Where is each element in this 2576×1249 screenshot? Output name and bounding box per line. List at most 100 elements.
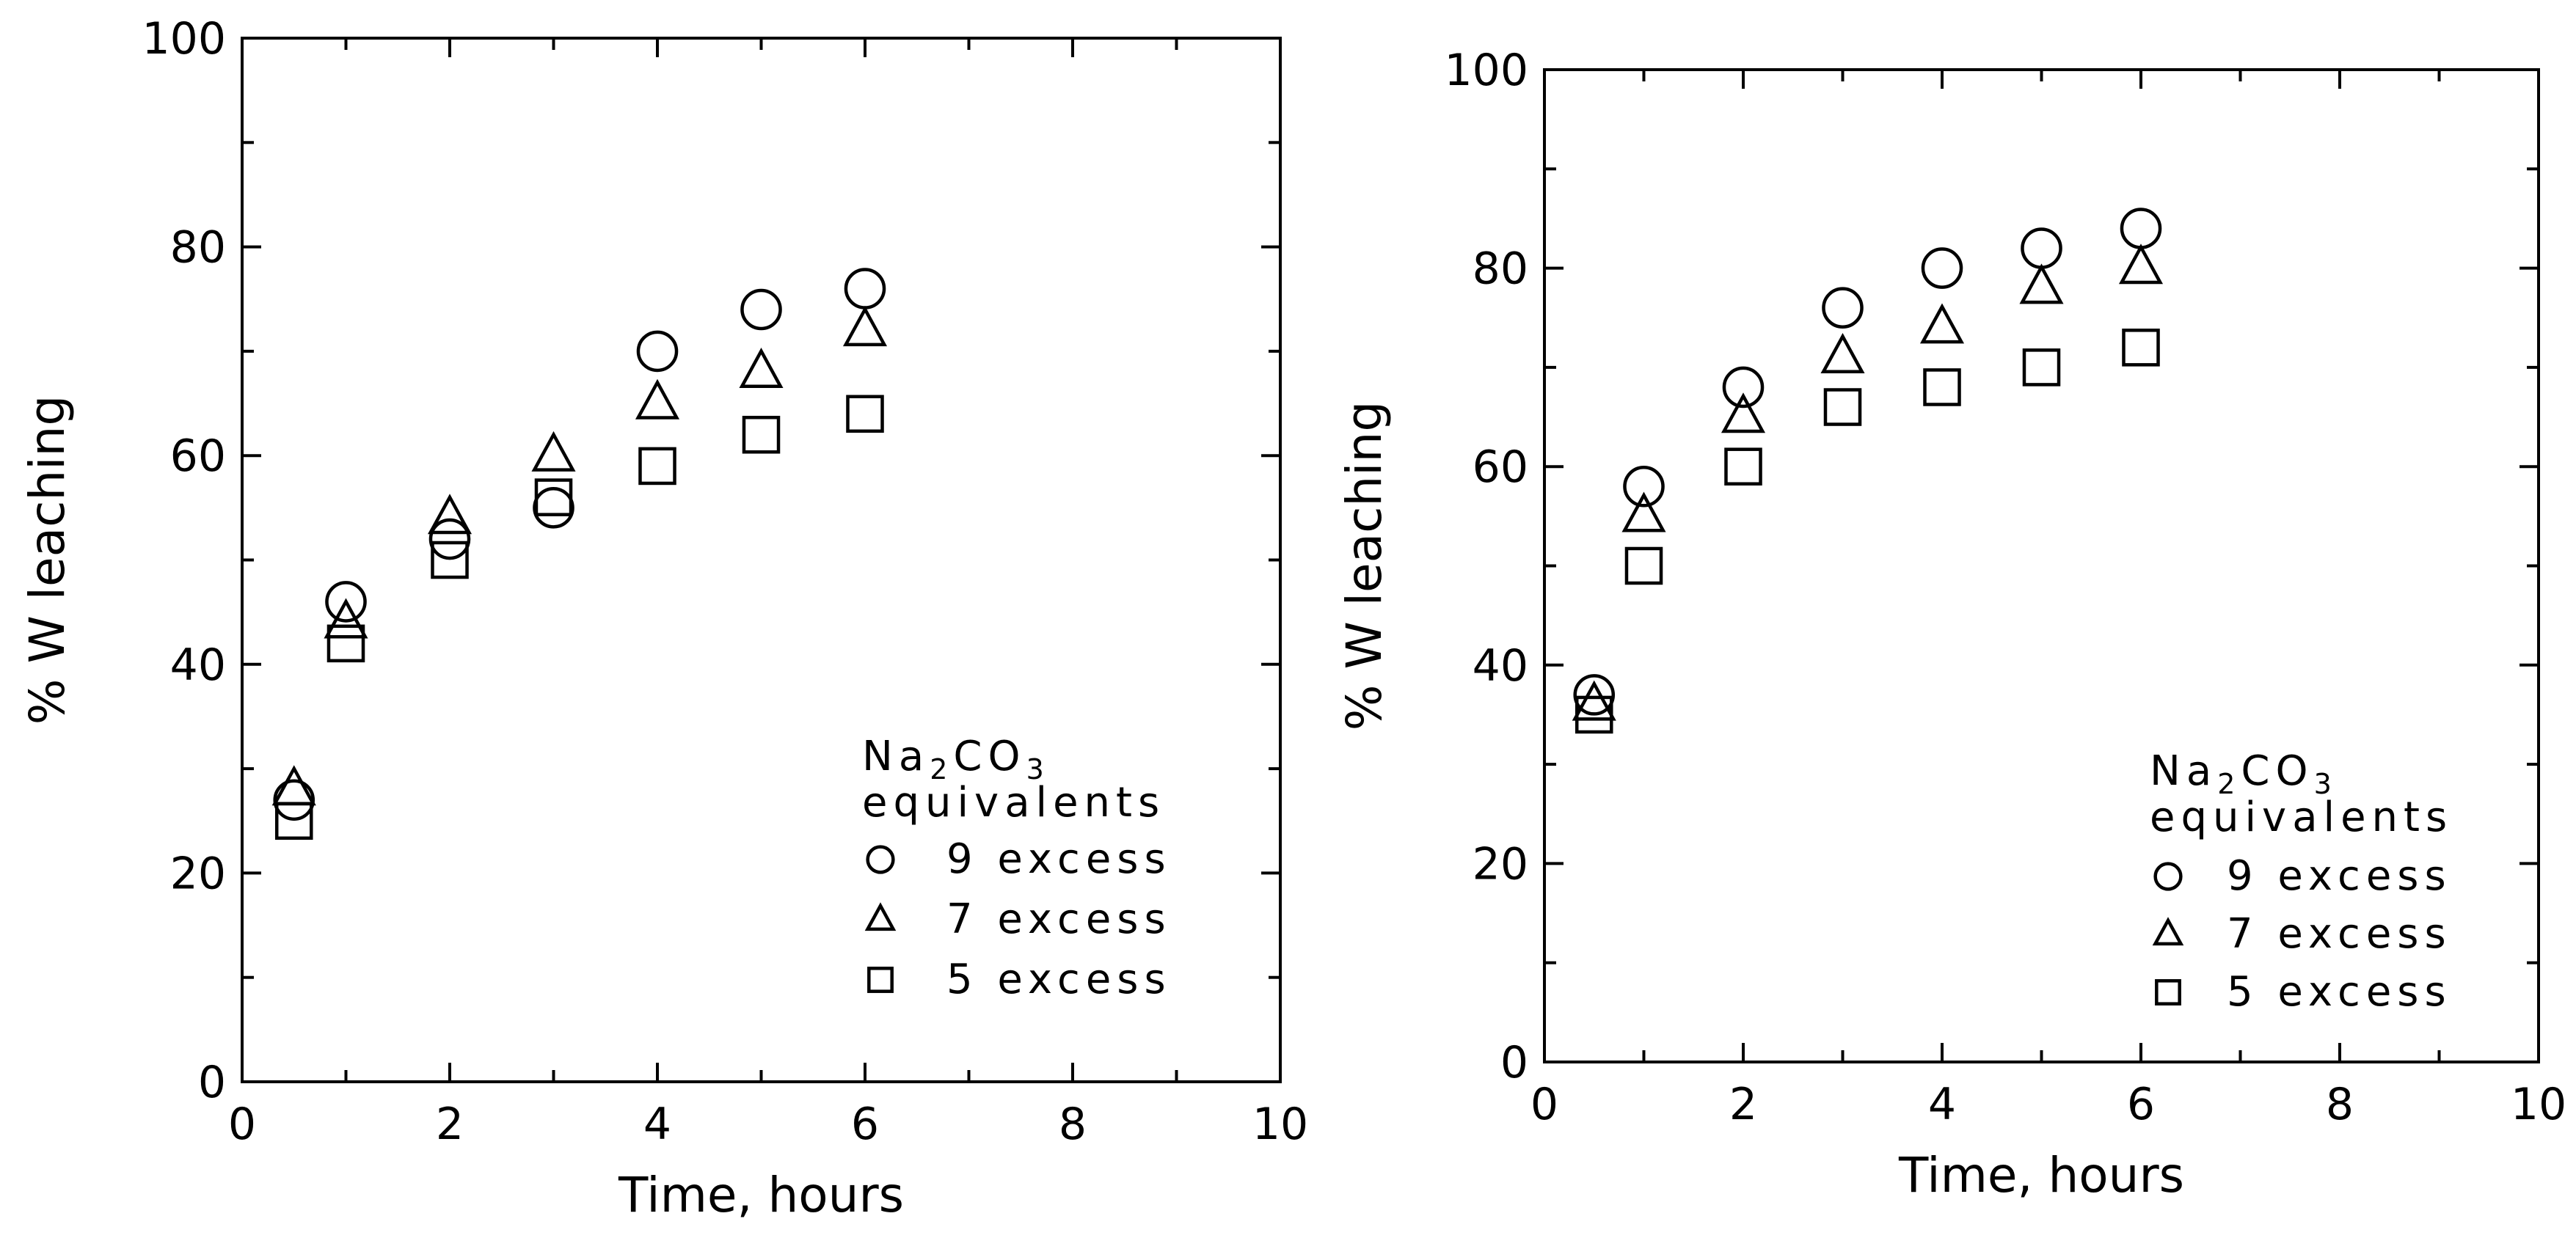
series-triangle <box>1572 243 2164 721</box>
legend-title-subscript: 2 <box>930 753 953 785</box>
legend-title-line2: equivalents <box>862 779 1165 827</box>
x-tick-label: 0 <box>1530 1079 1558 1130</box>
data-point-square <box>1624 546 1663 585</box>
data-point-triangle <box>1721 392 1766 433</box>
legend-marker-square <box>867 967 894 993</box>
x-tick-label: 8 <box>1059 1099 1087 1150</box>
legend-marker-square <box>2155 979 2181 1006</box>
data-point-circle <box>1623 465 1665 508</box>
data-point-square <box>742 415 781 454</box>
y-tick-label: 80 <box>170 222 226 274</box>
legend-marker-triangle <box>2152 917 2184 946</box>
series-square <box>1575 329 2160 734</box>
x-tick-label: 2 <box>436 1099 464 1150</box>
data-point-circle <box>2120 208 2162 249</box>
legend-title-part: Na <box>2150 747 2217 795</box>
series-circle <box>273 268 886 821</box>
data-point-triangle <box>531 431 576 472</box>
data-point-triangle <box>2019 263 2064 304</box>
y-tick-label: 100 <box>142 13 226 65</box>
series-circle <box>1573 208 2162 716</box>
data-point-triangle <box>1621 491 1666 532</box>
legend-title: Na2CO3 <box>2150 747 2338 800</box>
x-tick-label: 8 <box>2326 1079 2354 1130</box>
y-axis-title: % W leaching <box>1336 401 1393 731</box>
data-point-circle <box>844 268 886 309</box>
legend-marker-circle <box>2153 862 2183 891</box>
y-tick-label: 20 <box>170 848 226 899</box>
data-point-triangle <box>1919 303 1965 344</box>
x-tick-label: 4 <box>643 1099 671 1150</box>
series-square <box>274 395 884 840</box>
y-tick-label: 40 <box>170 640 226 691</box>
series-triangle <box>271 306 888 806</box>
x-axis-title: Time, hours <box>618 1167 904 1223</box>
data-point-circle <box>2021 227 2062 269</box>
data-point-square <box>846 395 884 433</box>
data-point-square <box>534 478 573 516</box>
data-point-square <box>274 802 313 840</box>
data-point-circle <box>1573 674 1616 716</box>
data-point-triangle <box>739 348 784 389</box>
data-point-circle <box>740 288 782 331</box>
x-tick-label: 10 <box>2511 1079 2566 1130</box>
data-point-triangle <box>324 598 368 639</box>
x-axis-title: Time, hours <box>1898 1147 2184 1204</box>
x-tick-label: 6 <box>851 1099 879 1150</box>
legend-title-subscript: 3 <box>2314 768 2338 800</box>
data-point-circle <box>273 779 315 821</box>
x-tick-label: 2 <box>1729 1079 1757 1130</box>
y-tick-label: 60 <box>1473 442 1528 493</box>
data-point-square <box>1575 695 1613 734</box>
data-point-circle <box>1722 366 1765 409</box>
data-point-triangle <box>1572 680 1616 721</box>
legend-title-part: Na <box>862 733 930 780</box>
legend-marker-triangle <box>864 902 897 931</box>
data-point-triangle <box>2118 243 2164 285</box>
legend-title-subscript: 2 <box>2217 768 2241 800</box>
legend-entry-label: 9 excess <box>2227 852 2452 900</box>
x-tick-label: 0 <box>228 1099 256 1150</box>
data-point-circle <box>428 518 471 560</box>
y-tick-label: 80 <box>1473 243 1528 295</box>
data-point-circle <box>636 330 679 373</box>
data-point-circle <box>1822 287 1864 329</box>
data-point-triangle <box>427 494 472 535</box>
data-point-square <box>431 541 469 579</box>
legend-title-subscript: 3 <box>1026 753 1050 785</box>
data-point-triangle <box>1820 333 1865 374</box>
data-point-square <box>1923 368 1961 406</box>
x-tick-label: 10 <box>1252 1099 1308 1150</box>
data-point-square <box>2022 348 2061 387</box>
data-point-circle <box>325 581 367 623</box>
data-point-triangle <box>842 306 888 347</box>
legend-title-part: CO <box>2241 747 2313 795</box>
y-tick-label: 20 <box>1473 838 1528 890</box>
data-point-square <box>1724 447 1762 486</box>
x-tick-label: 6 <box>2127 1079 2155 1130</box>
data-point-square <box>1823 388 1862 426</box>
data-point-circle <box>533 487 574 529</box>
y-axis-title: % W leaching <box>19 395 76 725</box>
legend-title: Na2CO3 <box>862 733 1050 785</box>
legend-entry-label: 7 excess <box>2227 910 2452 958</box>
data-point-square <box>638 447 676 486</box>
y-tick-label: 0 <box>198 1057 226 1108</box>
legend-entry-label: 9 excess <box>946 835 1172 883</box>
y-tick-label: 60 <box>170 431 226 482</box>
legend-title-part: CO <box>953 733 1026 780</box>
data-point-square <box>326 624 365 663</box>
y-tick-label: 0 <box>1500 1037 1528 1088</box>
data-point-square <box>2122 329 2160 367</box>
legend-entry-label: 5 excess <box>946 956 1172 1003</box>
data-point-triangle <box>635 378 680 420</box>
legend-title-line2: equivalents <box>2150 794 2453 841</box>
legend-entry-label: 5 excess <box>2227 968 2452 1016</box>
y-tick-label: 40 <box>1473 640 1528 692</box>
legend-entry-label: 7 excess <box>946 895 1172 943</box>
x-tick-label: 4 <box>1928 1079 1956 1130</box>
